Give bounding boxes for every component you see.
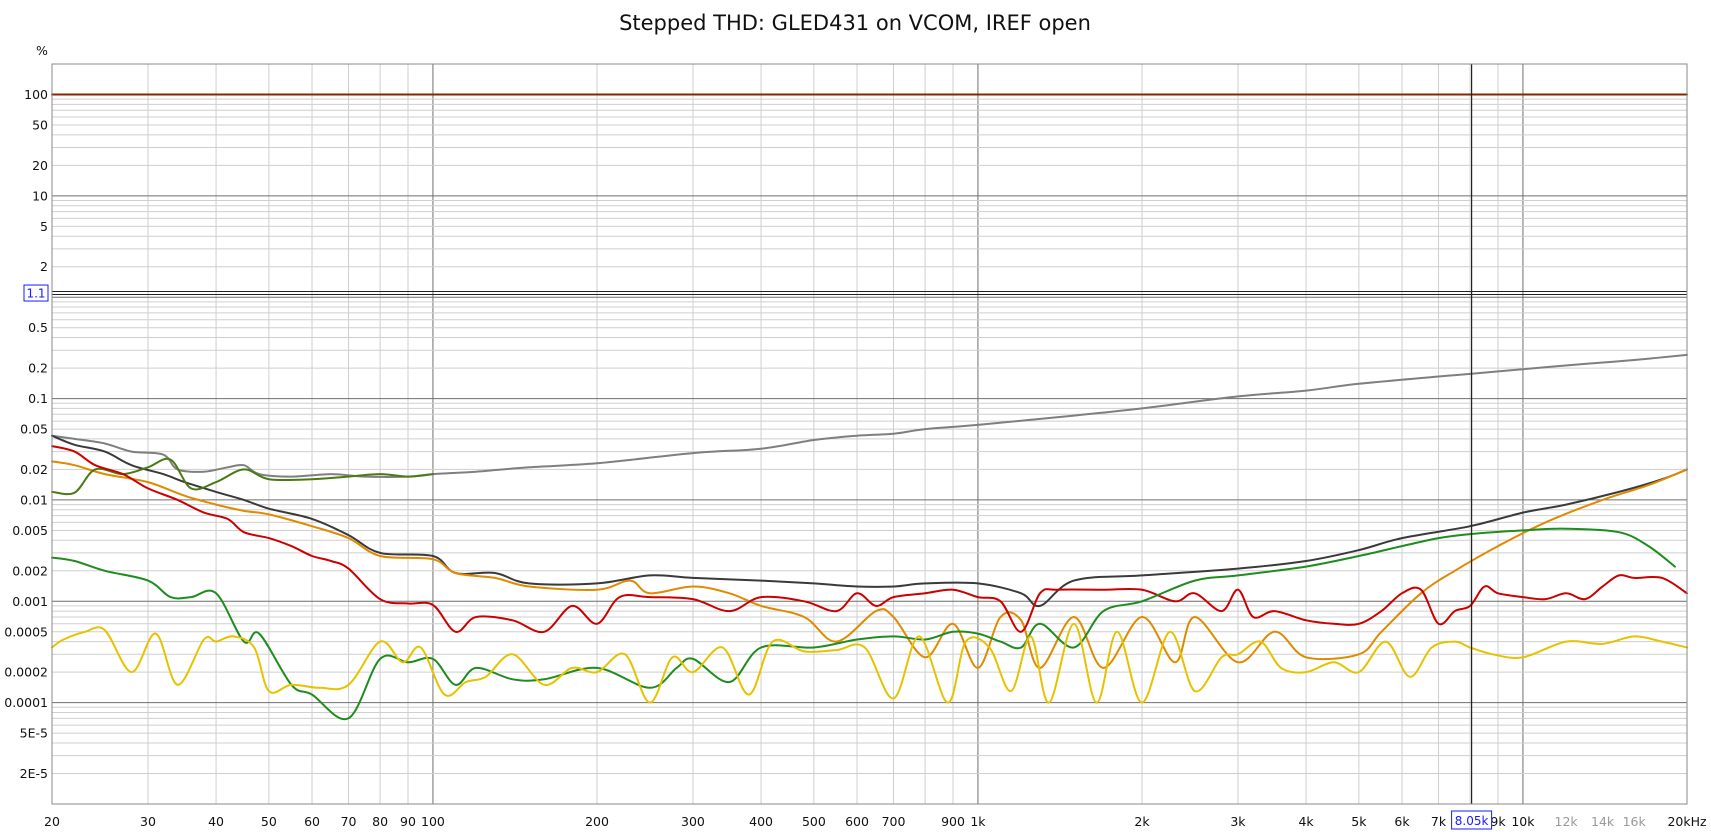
y-tick-label: 5 (40, 219, 48, 234)
y-tick-label: 0.002 (12, 563, 48, 578)
y-tick-label: 0.2 (28, 361, 48, 376)
series-line-8 (51, 622, 1688, 704)
x-tick-label: 20kHz (1667, 814, 1707, 829)
y-tick-label: 0.0002 (4, 665, 48, 680)
series-line-3 (51, 434, 1688, 608)
x-tick-label: 16k (1623, 814, 1647, 829)
x-tick-label: 100 (421, 814, 445, 829)
cursor-y-label-box (23, 284, 49, 302)
cursor-x-label: 8.05k (1455, 814, 1489, 828)
cursor-layer[interactable]: 1.1 8.05k (23, 64, 1687, 830)
y-tick-label: 0.001 (12, 594, 48, 609)
series-line-7 (51, 527, 1676, 721)
x-tick-label: 9k (1490, 814, 1506, 829)
x-tick-label: 1k (970, 814, 986, 829)
x-tick-label: 14k (1591, 814, 1615, 829)
y-tick-label: 100 (24, 87, 48, 102)
x-tick-label: 2k (1134, 814, 1150, 829)
x-tick-label: 10k (1511, 814, 1535, 829)
x-tick-label: 30 (140, 814, 156, 829)
x-tick-label: 3k (1230, 814, 1246, 829)
x-tick-label: 40 (208, 814, 224, 829)
y-tick-label: 0.005 (12, 523, 48, 538)
x-tick-label: 700 (882, 814, 906, 829)
x-tick-label: 900 (941, 814, 965, 829)
y-tick-label: 10 (32, 188, 48, 203)
x-tick-label: 90 (400, 814, 416, 829)
series-layer (51, 93, 1688, 721)
y-tick-label: 2E-5 (20, 766, 48, 781)
x-tick-label: 7k (1431, 814, 1447, 829)
x-tick-label: 12k (1555, 814, 1579, 829)
x-tick-label: 200 (585, 814, 609, 829)
plot-grid (51, 63, 1688, 804)
x-tick-label: 4k (1298, 814, 1314, 829)
x-tick-label: 6k (1394, 814, 1410, 829)
y-tick-label: 0.05 (20, 422, 48, 437)
x-axis-ticks: 20 30 40 50 60 70 80 90 100 200 300 400 500 600 700 900… (44, 814, 1707, 829)
series-line-4 (51, 460, 1688, 669)
chart-title: Stepped THD: GLED431 on VCOM, IREF open (619, 11, 1091, 35)
x-tick-label: 300 (681, 814, 705, 829)
series-line-5 (51, 457, 434, 496)
y-tick-label: 2 (40, 259, 48, 274)
x-tick-label: 400 (749, 814, 773, 829)
y-tick-label: 5E-5 (20, 726, 48, 741)
series-line-2 (51, 353, 1688, 478)
x-tick-label: 600 (845, 814, 869, 829)
x-tick-label: 70 (341, 814, 357, 829)
x-tick-label: 80 (372, 814, 388, 829)
x-tick-label: 5k (1351, 814, 1367, 829)
plot-frame (51, 63, 1688, 805)
y-axis-unit: % (36, 43, 48, 58)
series-line-6 (51, 445, 1688, 634)
x-tick-label: 500 (802, 814, 826, 829)
y-tick-label: 0.5 (28, 320, 48, 335)
cursor-y-label: 1.1 (26, 287, 45, 301)
x-tick-label: 20 (44, 814, 60, 829)
x-tick-label: 60 (304, 814, 320, 829)
y-tick-label: 0.02 (20, 462, 48, 477)
y-tick-label: 0.0005 (4, 624, 48, 639)
cursor-x-label-box (1451, 810, 1493, 830)
x-tick-label: 50 (261, 814, 277, 829)
y-tick-label: 0.0001 (4, 695, 48, 710)
y-tick-label: 50 (32, 118, 48, 133)
y-tick-label: 20 (32, 158, 48, 173)
y-tick-label: 0.1 (28, 391, 48, 406)
y-tick-label: 0.01 (20, 492, 48, 507)
y-axis-ticks: 100 50 20 10 5 2 0.5 0.2 0.1 0.05 0.02 0.01 0.005 0.0… (4, 87, 48, 781)
